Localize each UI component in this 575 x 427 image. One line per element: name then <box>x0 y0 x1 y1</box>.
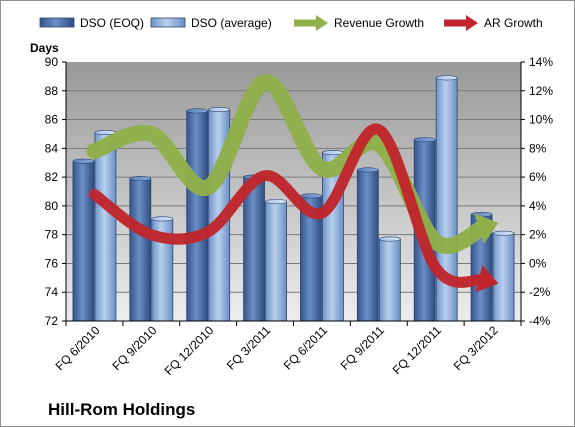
y-tick-label: 82 <box>45 170 59 184</box>
y-tick-label: 90 <box>45 55 59 69</box>
legend-item: Revenue Growth <box>294 15 424 31</box>
y2-tick-label: 14% <box>529 55 553 69</box>
y2-tick-label: 10% <box>529 113 553 127</box>
y-axis-ticks: 72 74 76 78 80 82 84 86 88 90 <box>45 55 66 328</box>
legend: DSO (EOQ) DSO (average) Revenue Growth AR G… <box>39 15 543 31</box>
legend-arrow <box>466 15 478 31</box>
y2-tick-label: 4% <box>529 199 547 213</box>
y2-axis-ticks: -4% -2% 0% 2% 4% 6% 8% 10% 12% 14% <box>521 55 553 328</box>
bar-dso-average <box>492 230 515 322</box>
legend-label: DSO (average) <box>191 16 272 30</box>
bar-dso-average <box>94 130 117 322</box>
legend-item: DSO (EOQ) <box>39 16 144 30</box>
chart-title: Hill-Rom Holdings <box>48 400 195 419</box>
y2-tick-label: 0% <box>529 256 547 270</box>
legend-label: AR Growth <box>484 16 543 30</box>
y-tick-label: 88 <box>45 84 59 98</box>
bar-dso-eoq <box>186 108 209 322</box>
legend-swatch <box>39 17 75 28</box>
bar-dso-average <box>265 199 287 322</box>
bar-dso-eoq <box>356 167 379 322</box>
legend-item: AR Growth <box>444 15 543 31</box>
y2-tick-label: 8% <box>529 141 547 155</box>
ar-growth-arrowhead <box>475 265 499 293</box>
y2-tick-label: 2% <box>529 228 547 242</box>
growth-lines <box>86 74 499 293</box>
bar-dso-eoq <box>72 158 95 322</box>
y-tick-label: 76 <box>45 256 59 270</box>
y2-tick-label: 12% <box>529 84 553 98</box>
legend-item: DSO (average) <box>150 16 272 30</box>
y-tick-label: 86 <box>45 113 59 127</box>
y2-tick-label: -2% <box>529 285 551 299</box>
bar-dso-eoq <box>129 176 152 322</box>
revenue-growth-arrowhead <box>474 213 499 244</box>
y-tick-label: 80 <box>45 199 59 213</box>
y-axis-title: Days <box>30 41 59 55</box>
legend-arrow <box>316 15 328 31</box>
bar-dso-average <box>378 236 401 322</box>
bar-dso-average <box>151 216 174 322</box>
y-tick-label: 74 <box>45 285 59 299</box>
y2-tick-label: -4% <box>529 314 551 328</box>
y-tick-label: 78 <box>45 228 59 242</box>
bars <box>72 75 515 322</box>
ar-growth-line <box>88 123 499 293</box>
legend-label: DSO (EOQ) <box>80 16 144 30</box>
legend-swatch <box>150 17 186 28</box>
y2-tick-label: 6% <box>529 170 547 184</box>
y-tick-label: 72 <box>45 314 59 328</box>
y-tick-label: 84 <box>45 141 59 155</box>
legend-label: Revenue Growth <box>334 16 424 30</box>
